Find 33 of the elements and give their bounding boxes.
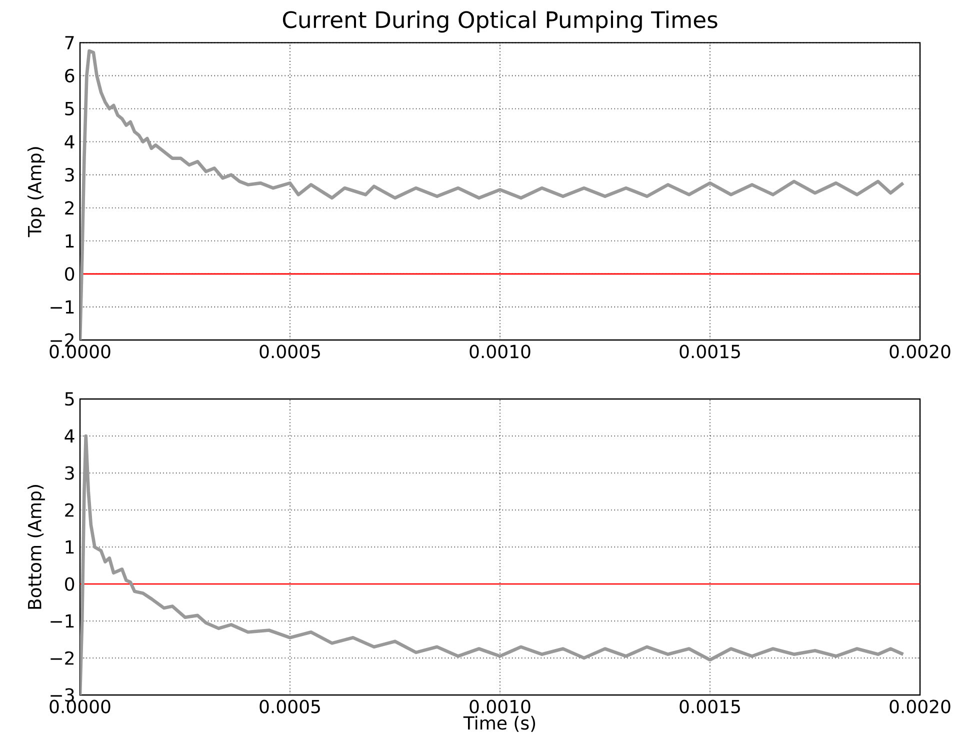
x-tick-label: 0.0010 [470,344,530,358]
y-axis-title: Top (Amp) [28,147,45,238]
y-tick-label: 5 [65,392,74,406]
y-tick-label: 3 [65,466,74,480]
chart-title: Current During Optical Pumping Times [282,10,718,33]
x-tick-label: 0.0000 [50,344,110,358]
y-tick-label: 2 [65,503,74,517]
line-series [80,434,905,696]
y-tick-label: 0 [65,267,74,281]
x-tick-label: 0.0005 [260,344,320,358]
y-tick-label: 1 [66,540,74,554]
x-tick-label: 0.0010 [470,700,530,714]
y-tick-label: 0 [65,577,74,591]
x-tick-label: 0.0005 [260,700,320,714]
x-tick-label: 0.0015 [680,344,740,358]
x-tick-label: 0.0015 [680,700,740,714]
x-tick-label: 0.0000 [50,700,110,714]
y-tick-label: 1 [66,234,74,248]
y-tick-label: 3 [65,168,74,182]
y-axis-title: Bottom (Amp) [28,485,45,609]
line-series [80,49,905,340]
y-tick-label: −1 [50,300,74,314]
x-axis-title: Time (s) [463,716,536,732]
y-tick-label: 2 [65,201,74,215]
y-tick-label: 5 [65,102,74,116]
y-tick-label: −2 [50,651,74,665]
y-tick-label: 7 [65,36,74,50]
y-tick-label: −1 [50,614,74,628]
y-tick-label: 4 [64,429,74,443]
x-tick-label: 0.0020 [890,344,950,358]
x-tick-label: 0.0020 [890,700,950,714]
y-tick-label: 4 [64,135,74,148]
y-tick-label: 6 [65,68,74,83]
